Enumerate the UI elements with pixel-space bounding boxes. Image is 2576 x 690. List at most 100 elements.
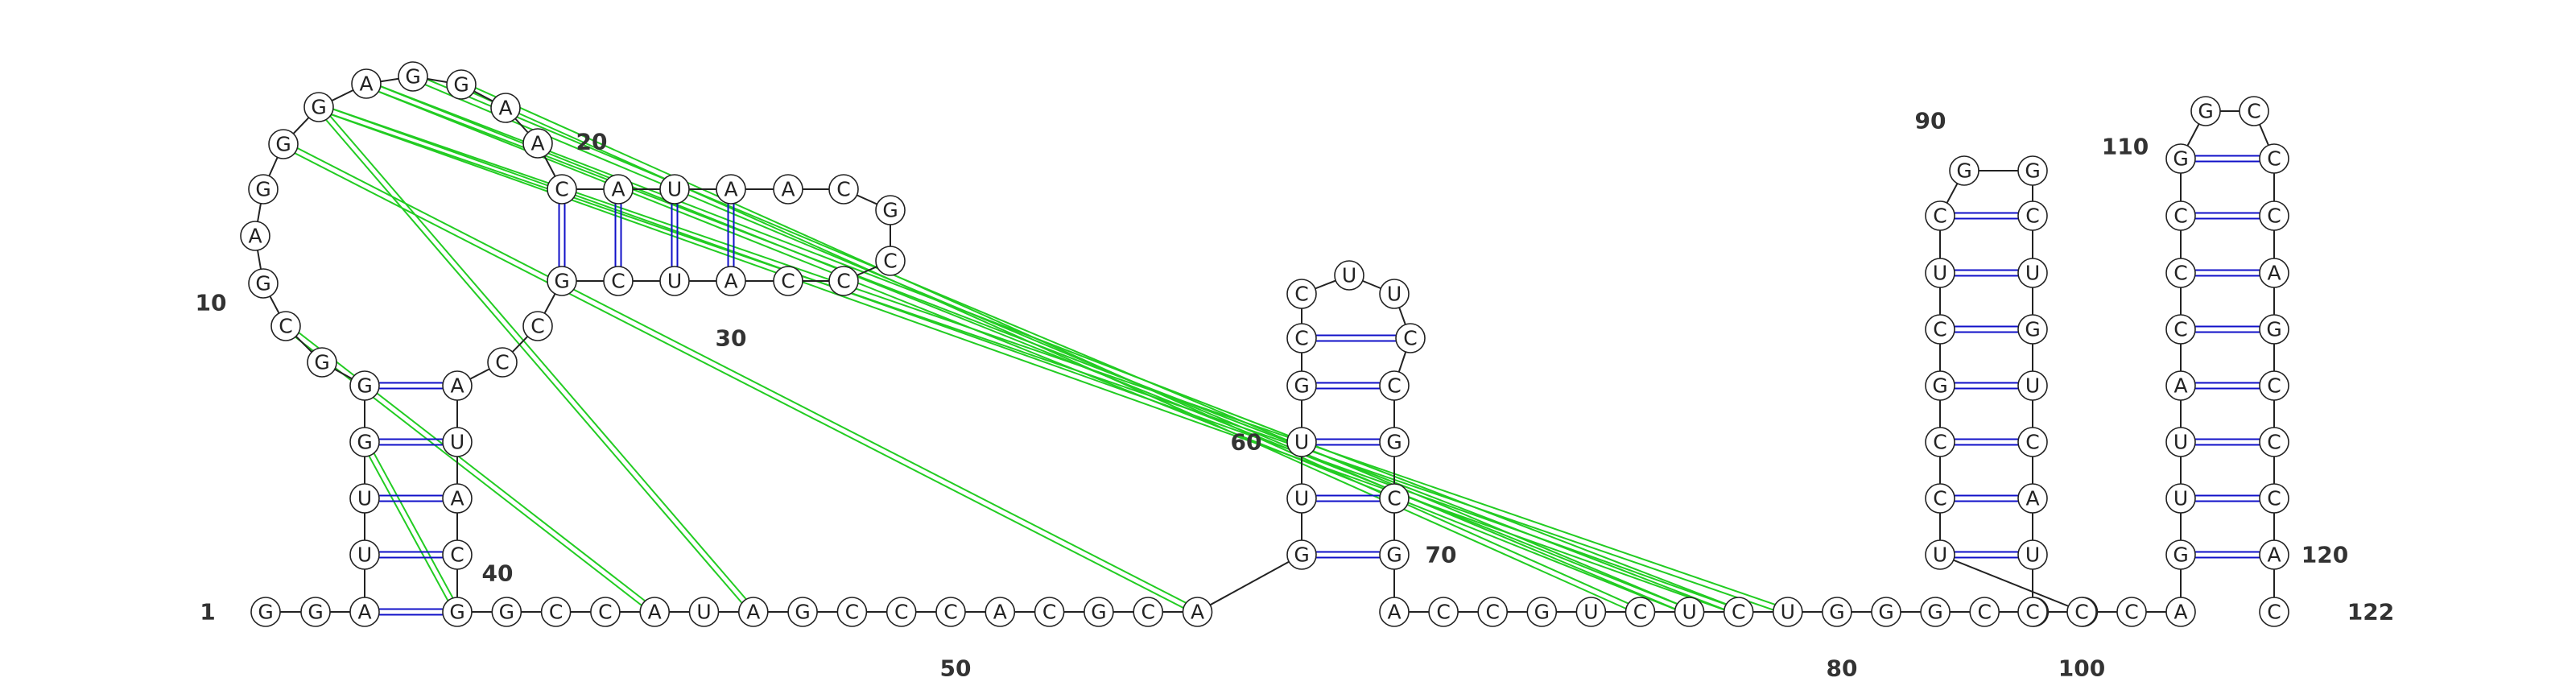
nucleotide: C <box>590 597 621 627</box>
nucleotide: A <box>442 370 473 401</box>
nucleotide-letter: C <box>1933 318 1946 341</box>
nucleotide-letter: G <box>275 133 291 156</box>
nucleotide: G <box>268 129 299 159</box>
nucleotide: A <box>773 174 803 205</box>
nucleotide-letter: U <box>357 543 372 567</box>
nucleotide: C <box>1034 597 1065 627</box>
nucleotide-letter: A <box>2174 374 2187 398</box>
nucleotide: C <box>2259 427 2289 457</box>
nucleotide-letter: G <box>554 270 569 293</box>
nucleotide-letter: G <box>1927 601 1942 624</box>
nucleotide: G <box>2165 539 2196 570</box>
nucleotide: G <box>1084 597 1114 627</box>
nucleotide-letter: G <box>2198 100 2213 123</box>
nucleotide-letter: C <box>2174 262 2187 285</box>
nucleotide-letter: C <box>2267 205 2281 228</box>
nucleotide: C <box>1286 279 1317 309</box>
nucleotide-letter: C <box>2124 601 2138 624</box>
nucleotide: A <box>522 128 553 159</box>
nucleotide: C <box>540 597 572 627</box>
nucleotide-letter: G <box>499 601 514 624</box>
nucleotide: C <box>1969 597 2000 627</box>
nucleotide-letter: G <box>357 431 372 454</box>
nucleotide: G <box>300 597 331 627</box>
nucleotide-letter: G <box>1534 601 1550 624</box>
nucleotide: U <box>1334 260 1364 291</box>
nucleotide: U <box>1773 597 1803 627</box>
nucleotide-letter: U <box>2025 543 2040 567</box>
nucleotide-letter: C <box>836 178 850 201</box>
position-number: 90 <box>1915 108 1946 134</box>
nucleotide: U <box>1286 483 1317 514</box>
nucleotide: U <box>659 174 690 205</box>
nucleotide-letter: C <box>1977 601 1991 624</box>
nucleotide-letter: U <box>450 431 464 454</box>
nucleotide-letter: G <box>1294 543 1309 567</box>
nucleotide-letter: C <box>1403 327 1417 350</box>
nucleotide-letter: C <box>279 315 292 338</box>
nucleotide-letter: C <box>781 270 795 293</box>
tertiary-interaction-line <box>413 72 1691 610</box>
nucleotide-letter: U <box>1933 543 1947 567</box>
nucleotide-letter: U <box>667 178 682 201</box>
nucleotide-letter: G <box>357 374 372 398</box>
nucleotide: U <box>2017 370 2048 401</box>
nucleotide: G <box>491 597 522 627</box>
nucleotide-letter: C <box>1387 487 1401 510</box>
nucleotide: C <box>1925 314 1955 345</box>
nucleotide: A <box>2165 597 2196 627</box>
nucleotide: G <box>1949 155 1979 186</box>
nucleotide-letter: A <box>724 178 737 201</box>
nucleotide-letter: C <box>2267 487 2281 510</box>
nucleotide: A <box>240 221 270 251</box>
nucleotide: C <box>1395 323 1426 353</box>
nucleotide-letter: C <box>1294 283 1308 306</box>
nucleotide: C <box>1379 483 1410 514</box>
nucleotide-letter: G <box>2266 318 2281 341</box>
nucleotide-letter: G <box>258 601 273 624</box>
nucleotide: C <box>2239 96 2269 126</box>
nucleotide: U <box>659 266 690 296</box>
tertiary-interactions <box>281 72 1790 616</box>
nucleotide-letter: U <box>2174 431 2188 454</box>
nucleotide: G <box>1925 370 1955 401</box>
nucleotide: G <box>1379 539 1410 570</box>
nucleotide: C <box>1133 597 1163 627</box>
tertiary-interaction-line <box>284 140 1199 610</box>
nucleotide: G <box>2165 143 2196 174</box>
position-number: 80 <box>1827 655 1858 682</box>
nucleotide: G <box>349 427 380 457</box>
nucleotide-letter: C <box>2174 205 2187 228</box>
nucleotide: A <box>716 266 746 296</box>
nucleotide: A <box>2017 483 2048 514</box>
nucleotide-letter: A <box>2267 543 2281 567</box>
nucleotide-letter: C <box>1933 205 1946 228</box>
nucleotide-letter: C <box>1633 601 1647 624</box>
nucleotide: C <box>2259 143 2289 174</box>
nucleotide: C <box>1624 597 1656 627</box>
nucleotide-letter: U <box>1294 487 1309 510</box>
base-pairs <box>365 155 2274 616</box>
nucleotide: C <box>2017 427 2048 457</box>
nucleotide-letter: A <box>450 487 464 510</box>
nucleotide-letter: C <box>845 601 859 624</box>
nucleotide: U <box>1925 539 1955 570</box>
nucleotide-letter: C <box>1387 374 1401 398</box>
nucleotide-letter: C <box>1933 431 1946 454</box>
tertiary-interaction-line <box>462 81 1642 610</box>
nucleotide: A <box>351 68 382 99</box>
position-number: 120 <box>2301 542 2348 568</box>
nucleotide: G <box>875 195 906 225</box>
nucleotide: C <box>547 174 577 205</box>
tertiary-interaction-line <box>316 108 752 614</box>
nucleotide: C <box>886 597 917 627</box>
nucleotide-letter: C <box>2074 601 2088 624</box>
nucleotide-letter: U <box>2025 374 2040 398</box>
nucleotide: C <box>2165 200 2196 231</box>
nucleotide-letter: A <box>1387 601 1401 624</box>
nucleotide: C <box>935 597 966 627</box>
nucleotide-letter: U <box>2174 487 2188 510</box>
nucleotide-letter: C <box>2025 205 2039 228</box>
